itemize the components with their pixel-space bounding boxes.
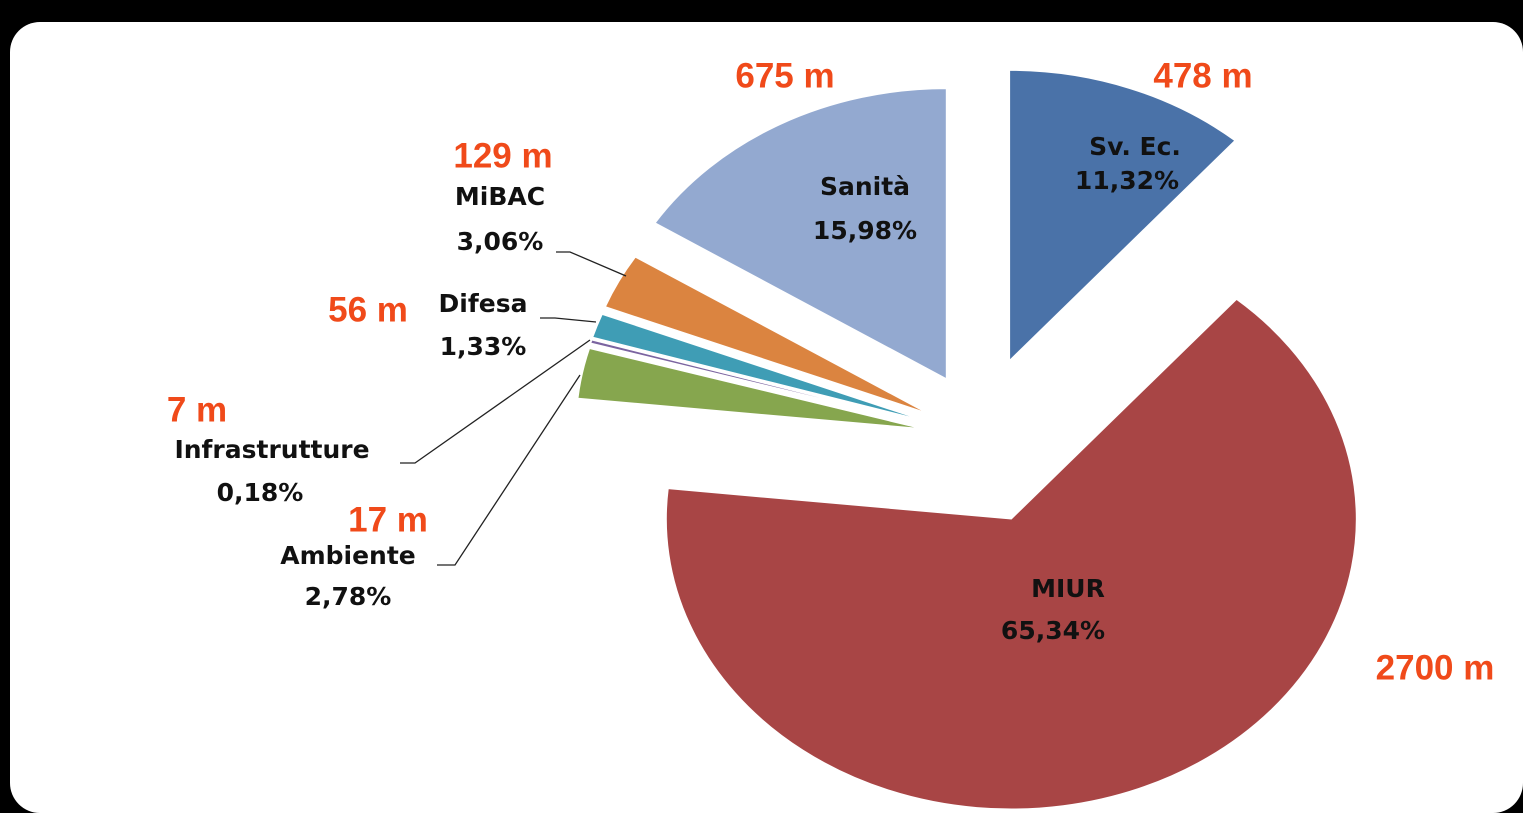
- pie-slice: [665, 298, 1357, 810]
- amount-label: 56 m: [328, 290, 408, 329]
- pie-slice: [604, 256, 927, 414]
- percent-label: 3,06%: [457, 227, 544, 256]
- percent-label: 2,78%: [305, 582, 392, 611]
- slice-label: MiBAC: [455, 182, 545, 211]
- slice-label: Difesa: [439, 289, 528, 318]
- leader-line: [540, 317, 597, 323]
- slice-label: Sanità: [820, 172, 910, 201]
- slice-label: MIUR: [1031, 574, 1105, 603]
- amount-label: 129 m: [453, 136, 552, 175]
- pie-slice: [1009, 69, 1236, 362]
- percent-label: 0,18%: [217, 478, 304, 507]
- leader-line: [437, 374, 581, 566]
- percent-label: 65,34%: [1001, 616, 1105, 645]
- amount-label: 478 m: [1153, 56, 1252, 95]
- percent-label: 11,32%: [1075, 166, 1179, 195]
- percent-label: 15,98%: [813, 216, 917, 245]
- slice-label: Ambiente: [280, 541, 416, 570]
- pie-slice: [654, 88, 947, 380]
- slice-label: Infrastrutture: [174, 435, 369, 464]
- amount-label: 675 m: [735, 56, 834, 95]
- leader-line: [556, 251, 627, 277]
- amount-label: 2700 m: [1376, 648, 1495, 687]
- pie-slice: [592, 313, 924, 421]
- amount-label: 7 m: [167, 390, 227, 429]
- leader-line: [400, 339, 591, 464]
- pie-slice: [577, 347, 922, 430]
- percent-label: 1,33%: [440, 332, 527, 361]
- pie-slice: [590, 339, 923, 424]
- slice-label: Sv. Ec.: [1089, 132, 1181, 161]
- amount-label: 17 m: [348, 500, 428, 539]
